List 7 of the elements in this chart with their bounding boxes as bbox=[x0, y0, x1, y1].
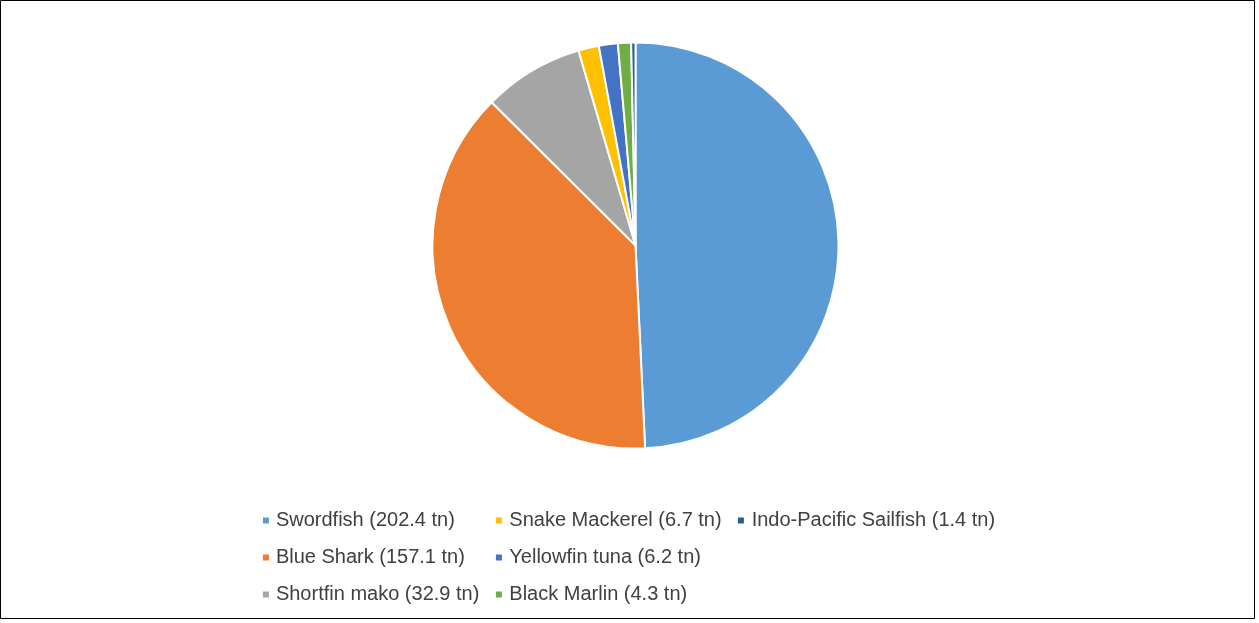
legend-label: Blue Shark (157.1 tn) bbox=[275, 545, 465, 568]
legend-label: Swordfish (202.4 tn) bbox=[275, 508, 455, 531]
legend-label: Yellowfin tuna (6.2 tn) bbox=[509, 545, 701, 568]
legend-label: Black Marlin (4.3 tn) bbox=[509, 582, 688, 605]
legend-label: Indo-Pacific Sailfish (1.4 tn) bbox=[751, 508, 996, 531]
legend-label: Shortfin mako (32.9 tn) bbox=[275, 582, 480, 605]
legend-label: Snake Mackerel (6.7 tn) bbox=[509, 508, 722, 531]
